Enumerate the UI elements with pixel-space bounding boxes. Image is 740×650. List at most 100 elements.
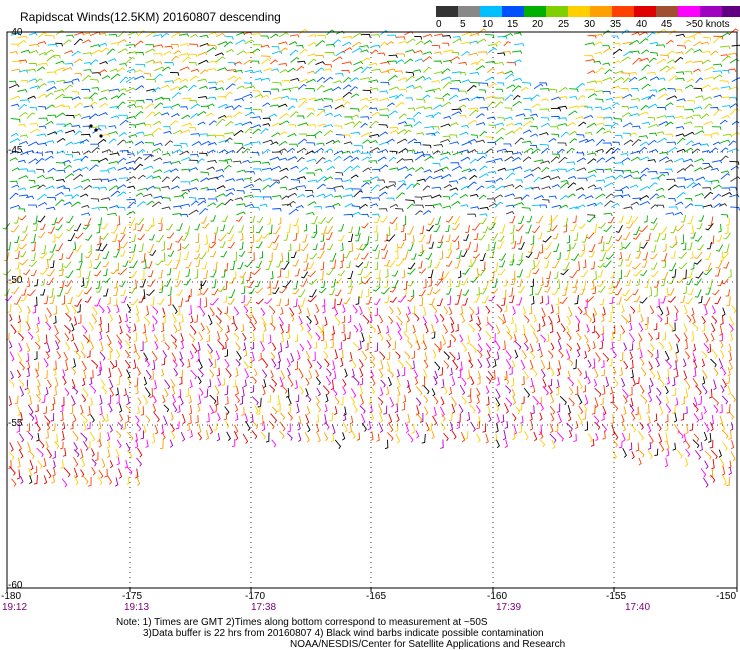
wind-barb — [411, 350, 415, 359]
wind-barb — [143, 376, 148, 386]
wind-barb — [372, 244, 379, 252]
wind-barb — [74, 298, 82, 307]
wind-barb — [47, 197, 57, 201]
wind-barb — [441, 68, 451, 74]
wind-barb — [181, 122, 193, 127]
wind-barb — [505, 385, 512, 394]
wind-barb — [94, 270, 102, 277]
wind-barb — [551, 115, 561, 120]
wind-barb — [340, 396, 344, 406]
wind-barb — [710, 235, 715, 245]
wind-barb — [470, 96, 480, 101]
wind-barb — [386, 339, 391, 348]
wind-barb — [602, 106, 612, 111]
legend-swatch-8 — [612, 6, 634, 17]
wind-barb — [64, 279, 73, 287]
wind-barb — [536, 215, 544, 224]
wind-barb — [515, 406, 521, 415]
wind-barb — [270, 59, 278, 65]
wind-barb — [278, 140, 288, 146]
wind-barb — [614, 134, 623, 139]
wind-barb — [95, 242, 102, 251]
wind-barb — [595, 330, 600, 339]
wind-barb — [413, 111, 422, 118]
wind-barb — [650, 262, 658, 270]
wind-barb — [485, 60, 496, 65]
wind-barb — [359, 305, 363, 316]
wind-barb — [241, 286, 246, 295]
wind-barb — [287, 147, 296, 153]
wind-barb — [176, 289, 183, 296]
wind-barb — [250, 413, 254, 423]
wind-barb — [145, 99, 154, 103]
wind-barb — [548, 215, 552, 225]
wind-barb — [716, 234, 723, 242]
wind-barb — [431, 87, 442, 92]
wind-barb — [82, 32, 92, 36]
wind-barb — [630, 369, 634, 379]
wind-barb — [389, 167, 399, 171]
wind-barb — [331, 388, 338, 397]
wind-barb — [510, 377, 515, 387]
wind-barb — [421, 433, 426, 444]
wind-barb — [443, 49, 454, 53]
wind-barb — [316, 193, 326, 198]
wind-barb — [260, 44, 270, 49]
wind-barb — [712, 396, 719, 406]
time-label-1912: 19:12 — [2, 602, 28, 613]
wind-barb — [330, 433, 335, 443]
wind-barb — [203, 297, 208, 308]
wind-barb — [98, 469, 104, 479]
wind-barb — [91, 313, 98, 324]
wind-barb — [380, 70, 390, 75]
wind-barb — [593, 307, 598, 317]
wind-barb — [37, 93, 47, 99]
wind-barb — [236, 85, 245, 90]
wind-barb — [657, 77, 666, 81]
wind-barb — [475, 306, 480, 316]
wind-barb — [475, 65, 486, 71]
wind-barb — [150, 296, 155, 307]
wind-barb — [691, 148, 701, 154]
wind-barb — [71, 379, 76, 389]
wind-barb — [65, 312, 72, 322]
wind-barb — [389, 130, 399, 134]
wind-barb — [710, 422, 714, 432]
wind-barb — [355, 226, 361, 236]
wind-barb — [710, 179, 720, 184]
wind-barb — [557, 105, 568, 110]
wind-barb — [635, 278, 641, 286]
wind-barb — [351, 47, 363, 53]
wind-barb — [243, 183, 255, 189]
wind-barb — [313, 130, 323, 136]
wind-barb — [510, 234, 515, 244]
wind-barb — [631, 87, 639, 92]
legend-swatch-4 — [524, 6, 546, 17]
wind-barb — [610, 414, 614, 425]
wind-barb — [685, 47, 695, 55]
wind-barb — [314, 314, 319, 326]
wind-barb — [261, 167, 273, 171]
wind-barb — [575, 421, 579, 429]
wind-barb — [541, 316, 546, 327]
wind-barb — [685, 60, 694, 64]
wind-barb — [73, 467, 78, 479]
wind-barb — [135, 85, 145, 91]
wind-barb — [513, 323, 517, 334]
wind-barb — [316, 76, 326, 83]
wind-barb — [466, 334, 470, 345]
wind-barb — [190, 33, 199, 38]
wind-barb — [342, 84, 352, 90]
wind-barb — [182, 413, 186, 424]
wind-barb — [135, 305, 140, 316]
wind-barb — [621, 422, 627, 432]
wind-barb — [523, 120, 533, 127]
wind-barb — [323, 124, 334, 128]
wind-barb — [693, 49, 703, 53]
wind-barb — [369, 107, 378, 112]
wind-barb — [490, 241, 496, 251]
wind-barb — [622, 447, 627, 458]
wind-barb — [8, 379, 15, 388]
wind-barb — [19, 111, 28, 118]
wind-barb — [307, 53, 317, 57]
